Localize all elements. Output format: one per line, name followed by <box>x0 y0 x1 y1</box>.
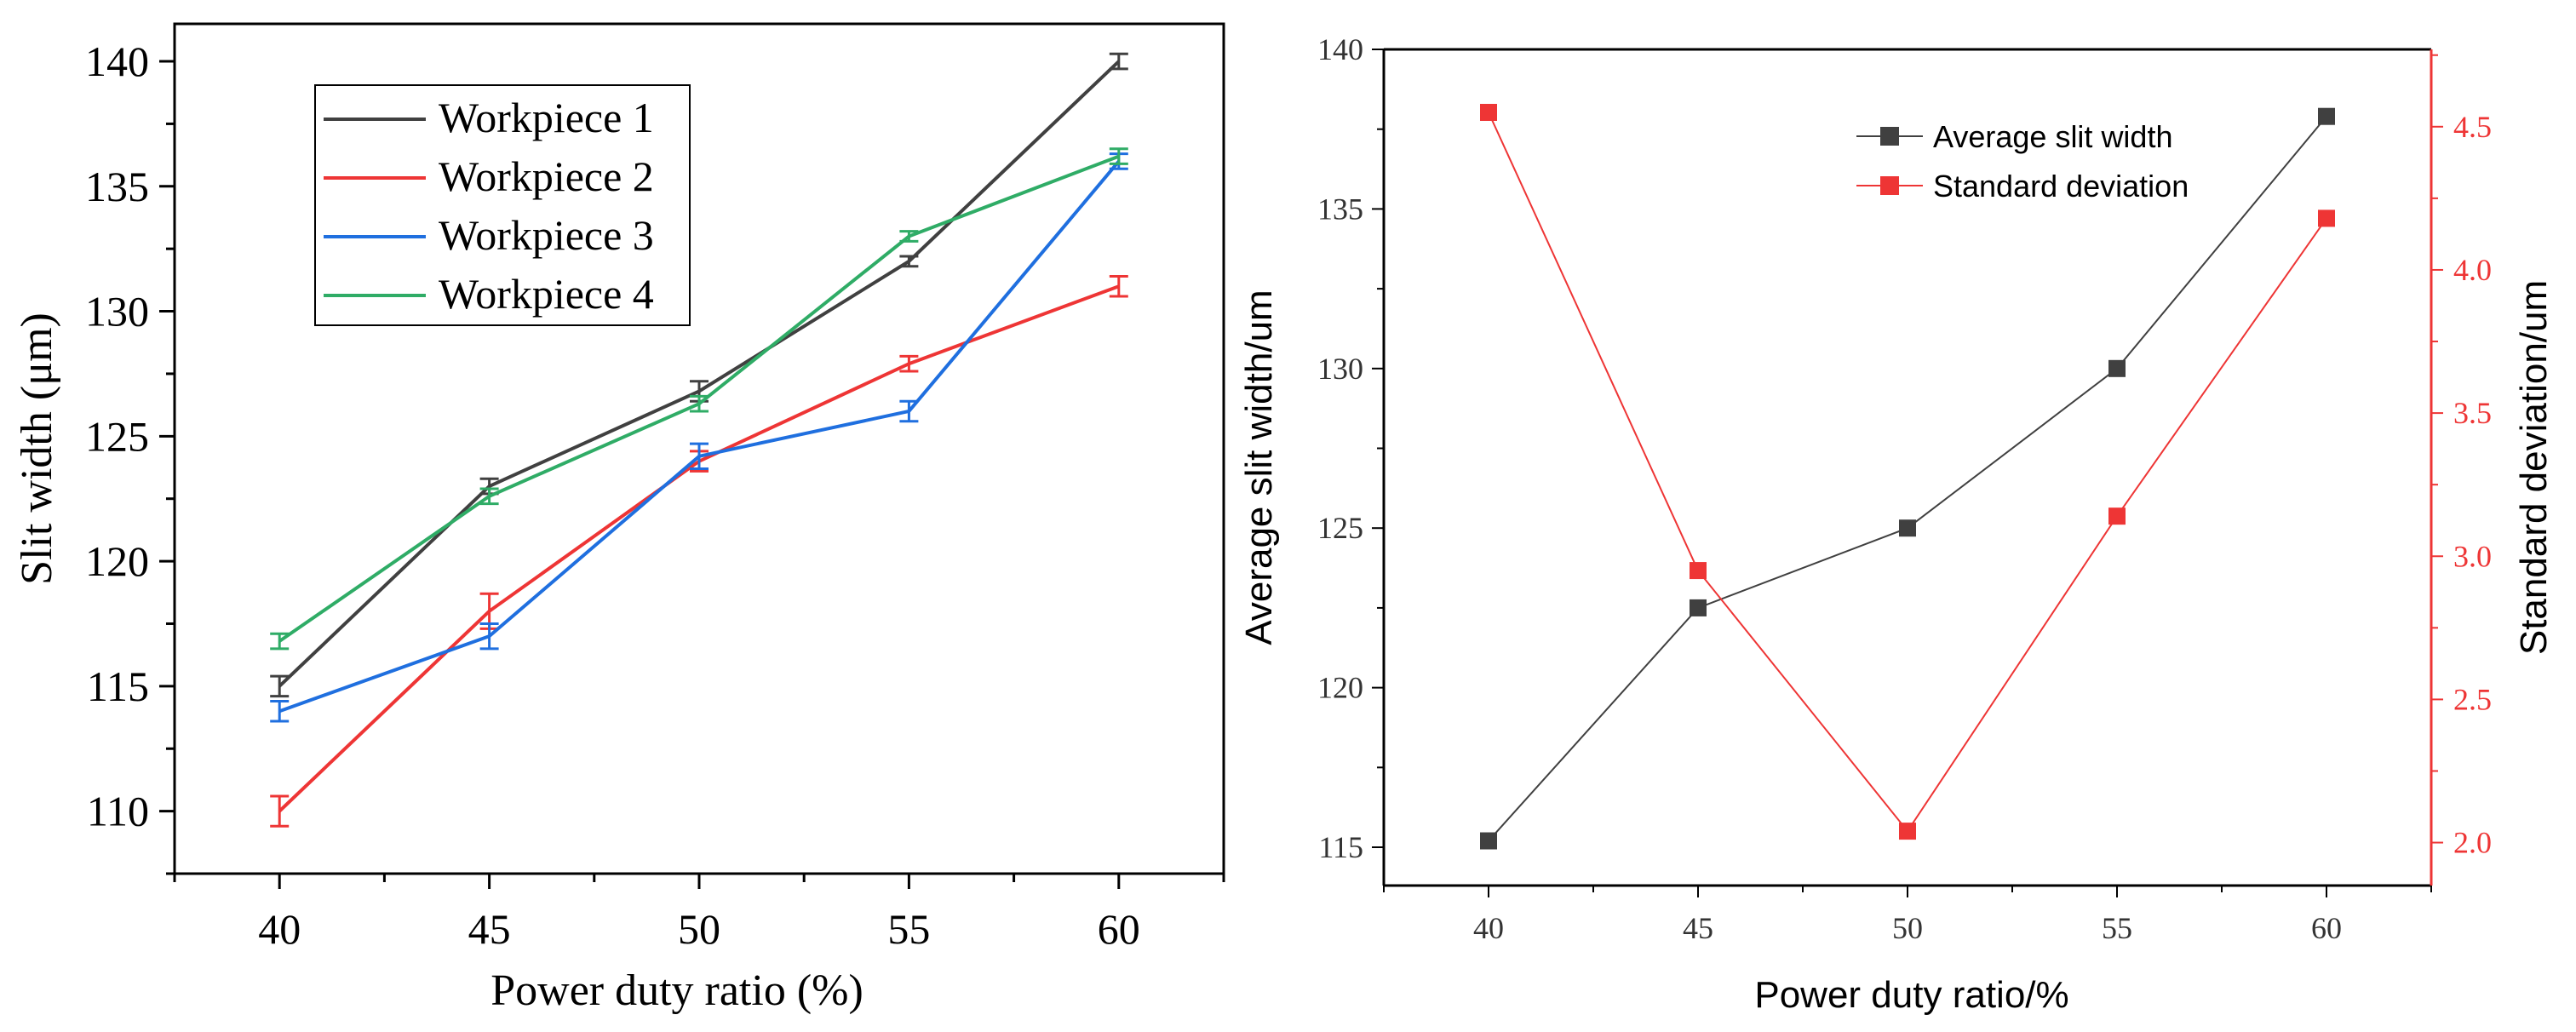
x-tick-label: 55 <box>887 905 930 953</box>
error-bar <box>270 699 290 723</box>
error-bar <box>899 255 919 268</box>
y2-tick-label: 2.0 <box>2453 826 2492 860</box>
data-point-average <box>2318 107 2335 125</box>
error-bar <box>479 487 499 506</box>
legend-label-workpiece-3: Workpiece 3 <box>439 211 654 259</box>
x-tick-label: 50 <box>1892 911 1923 945</box>
data-point-stddev <box>1480 103 1497 121</box>
data-point-stddev <box>1899 823 1916 840</box>
error-bar <box>1109 147 1128 165</box>
y2-tick-label: 2.5 <box>2453 682 2492 716</box>
legend-swatch-marker-average <box>1880 127 1899 146</box>
series-line-workpiece-2 <box>278 284 1120 813</box>
legend-label-workpiece-4: Workpiece 4 <box>439 270 654 318</box>
x-tick-label: 40 <box>1473 911 1504 945</box>
legend-swatch-marker-stddev <box>1880 176 1899 195</box>
chart-right-series <box>1480 103 2335 850</box>
chart-right-x-axis-label: Power duty ratio/% <box>1754 974 2068 1016</box>
y-tick-label: 130 <box>1317 352 1363 386</box>
legend-label-stddev: Standard deviation <box>1933 169 2189 204</box>
chart-right: 40 45 50 55 60 115 120 125 130 135 140 2.0 2.5 3.0 3.5… <box>1238 32 2555 1016</box>
data-point-stddev <box>2318 209 2335 227</box>
error-bar <box>899 230 919 243</box>
y-tick-label: 140 <box>1317 32 1363 66</box>
error-bar <box>270 674 290 698</box>
x-tick-label: 45 <box>1683 911 1713 945</box>
error-bar <box>1109 274 1128 298</box>
y-tick-label: 115 <box>87 662 149 710</box>
chart-left-series <box>270 52 1128 828</box>
chart-right-y-axis-label: Average slit width/um <box>1238 290 1280 645</box>
chart-left-x-axis-label: Power duty ratio (%) <box>491 966 863 1015</box>
x-tick-label: 40 <box>258 905 301 953</box>
y-tick-label: 115 <box>1318 830 1363 864</box>
data-point-average <box>2108 359 2126 377</box>
error-bar <box>479 622 499 651</box>
chart-left-legend-box <box>314 84 691 326</box>
y2-tick-label: 4.5 <box>2453 110 2492 144</box>
data-point-stddev <box>1690 562 1707 580</box>
series-line-average <box>1488 116 2327 842</box>
data-point-average <box>1690 599 1707 616</box>
x-tick-label: 55 <box>2102 911 2132 945</box>
x-tick-label: 50 <box>678 905 720 953</box>
y-tick-label: 110 <box>87 788 149 835</box>
chart-left-y-axis-label: Slit width (μm) <box>13 312 61 585</box>
series-line-stddev <box>1488 112 2327 833</box>
y-tick-label: 120 <box>1317 671 1363 705</box>
error-bar <box>690 394 709 413</box>
y-tick-label: 125 <box>85 412 149 460</box>
legend-label-average: Average slit width <box>1933 119 2172 154</box>
y-tick-label: 120 <box>85 537 149 585</box>
data-point-average <box>1480 832 1497 850</box>
chart-left-legend: Workpiece 1 Workpiece 2 Workpiece 3 Work… <box>314 84 691 326</box>
y2-tick-label: 4.0 <box>2453 253 2492 287</box>
y-tick-label: 135 <box>1317 192 1363 226</box>
y-tick-label: 135 <box>85 163 149 210</box>
x-tick-label: 60 <box>1098 905 1140 953</box>
y2-tick-label: 3.0 <box>2453 539 2492 573</box>
chart-left-ticks: 40 45 50 55 60 110 115 120 125 130 135 140 <box>85 37 1225 953</box>
y-tick-label: 130 <box>85 288 149 335</box>
error-bar <box>1109 52 1128 71</box>
chart-left: 40 45 50 55 60 110 115 120 125 130 135 140 Workpiec… <box>13 22 1225 1015</box>
y-tick-label: 125 <box>1317 511 1363 545</box>
data-point-stddev <box>2108 507 2126 525</box>
y-tick-label: 140 <box>85 37 149 85</box>
legend-label-workpiece-2: Workpiece 2 <box>439 152 654 200</box>
error-bar <box>690 442 709 470</box>
chart-right-y2-axis-label: Standard deviation/um <box>2513 280 2555 655</box>
legend-label-workpiece-1: Workpiece 1 <box>439 94 654 141</box>
x-tick-label: 45 <box>468 905 511 953</box>
error-bar <box>899 354 919 373</box>
error-bar <box>270 632 290 651</box>
y2-tick-label: 3.5 <box>2453 396 2492 430</box>
chart-right-ticks: 40 45 50 55 60 115 120 125 130 135 140 2.0 2.5 3.0 3.5… <box>1317 32 2492 945</box>
error-bar <box>270 794 290 828</box>
data-point-average <box>1899 519 1916 537</box>
x-tick-label: 60 <box>2311 911 2342 945</box>
chart-right-legend: Average slit width Standard deviation <box>1856 119 2189 204</box>
error-bar <box>899 399 919 423</box>
